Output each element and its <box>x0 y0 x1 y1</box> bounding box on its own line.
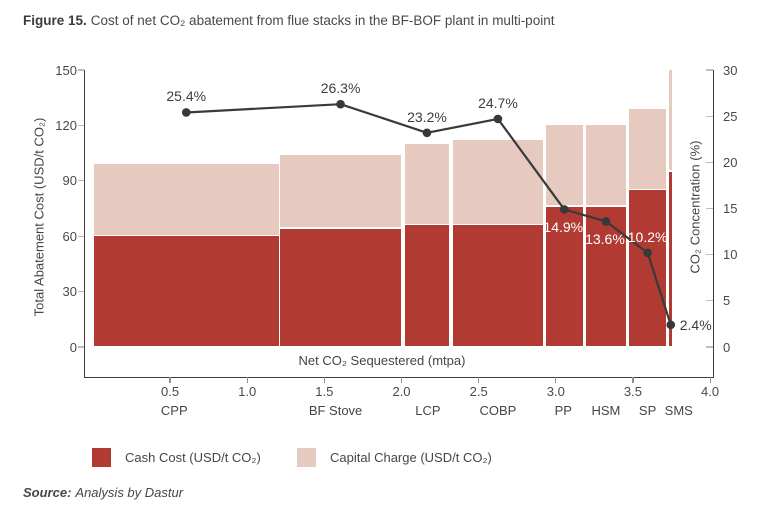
bar-sms-capital-charge <box>669 70 673 172</box>
x-tick-label: 3.5 <box>623 384 642 399</box>
x-category-label-pp: PP <box>554 403 572 418</box>
x-axis-title: Net CO₂ Sequestered (mtpa) <box>298 353 466 368</box>
legend-swatch-capital-charge <box>297 448 316 467</box>
x-category-label-bf-stove: BF Stove <box>308 403 363 418</box>
co2-label-sp: 10.2% <box>627 228 668 245</box>
x-tick <box>478 377 480 383</box>
y-right-tick-label: 5 <box>723 293 731 309</box>
x-tick-label: 1.5 <box>315 384 334 399</box>
y-axis-right-line <box>712 70 714 378</box>
bar-cobp-cash-cost <box>453 225 543 346</box>
x-category-label-sp: SP <box>638 403 657 418</box>
co2-label-sms: 2.4% <box>679 316 712 333</box>
x-tick <box>169 377 171 383</box>
figure-number: Figure 15. <box>23 13 87 28</box>
y-right-tick-label: 10 <box>723 247 738 263</box>
line-point-lcp <box>422 128 432 138</box>
x-tick <box>555 377 557 383</box>
y-left-tick-label: 120 <box>55 117 77 133</box>
co2-label-bf-stove: 26.3% <box>320 80 361 97</box>
y-axis-left-title: Total Abatement Cost (USD/t CO₂) <box>31 117 47 317</box>
x-category-label-sms: SMS <box>664 403 693 418</box>
legend-label-capital-charge: Capital Charge (USD/t CO₂) <box>330 450 492 465</box>
x-tick-label: 0.5 <box>161 384 180 399</box>
co2-label-cpp: 25.4% <box>166 88 207 105</box>
bar-cpp-cash-cost <box>93 236 279 346</box>
bar-sms-cash-cost <box>669 171 673 346</box>
x-tick <box>323 377 325 383</box>
y-right-tick <box>706 115 713 117</box>
bar-bf-stove-capital-charge <box>280 154 401 229</box>
y-left-tick-label: 0 <box>69 339 77 355</box>
x-category-label-cpp: CPP <box>160 403 188 418</box>
x-tick <box>400 377 403 383</box>
y-right-tick <box>706 207 713 210</box>
bar-bf-stove-cash-cost <box>280 228 401 346</box>
bar-lcp-cash-cost <box>405 225 449 346</box>
x-tick-label: 3.0 <box>546 384 565 399</box>
co2-label-pp: 14.9% <box>543 219 584 236</box>
source-text: Analysis by Dastur <box>75 485 184 500</box>
line-point-cobp <box>493 114 503 124</box>
x-tick <box>632 377 634 383</box>
co2-label-cobp: 24.7% <box>478 94 518 111</box>
x-category-label-cobp: COBP <box>479 403 517 418</box>
bar-pp-capital-charge <box>545 125 583 207</box>
x-category-label-lcp: LCP <box>415 403 441 418</box>
y-left-tick <box>77 346 84 348</box>
bar-hsm-capital-charge <box>585 125 627 207</box>
line-point-bf-stove <box>336 99 345 109</box>
y-axis-right-title: CO₂ Concentration (%) <box>687 140 703 274</box>
y-left-tick-label: 90 <box>62 173 77 189</box>
legend-swatch-cash-cost <box>92 448 111 467</box>
y-right-tick-label: 30 <box>723 62 738 78</box>
y-right-tick-label: 15 <box>723 201 738 216</box>
bar-hsm-cash-cost <box>585 206 627 346</box>
bar-sp-cash-cost <box>629 190 667 346</box>
y-right-tick <box>706 346 713 348</box>
source-note: Source: Analysis by Dastur <box>23 485 183 500</box>
y-right-tick <box>706 161 713 163</box>
y-right-tick-label: 25 <box>723 108 738 124</box>
x-axis-line <box>83 376 714 378</box>
x-tick-label: 1.0 <box>238 384 257 399</box>
y-left-tick <box>77 124 84 126</box>
figure-title: Figure 15. Cost of net CO₂ abatement from… <box>23 13 554 28</box>
y-left-tick <box>77 69 84 71</box>
x-category-label-hsm: HSM <box>591 403 621 418</box>
co2-label-hsm: 13.6% <box>585 231 625 248</box>
line-point-cpp <box>181 108 191 117</box>
y-left-tick <box>77 291 84 293</box>
bar-cpp-capital-charge <box>93 164 279 236</box>
y-axis-left-line <box>83 70 85 378</box>
x-tick <box>246 377 248 383</box>
legend-label-cash-cost: Cash Cost (USD/t CO₂) <box>125 450 261 465</box>
bar-sp-capital-charge <box>629 108 667 190</box>
x-tick <box>709 377 711 383</box>
y-left-tick-label: 30 <box>62 284 77 300</box>
y-left-tick-label: 150 <box>55 62 77 78</box>
y-left-tick-label: 60 <box>62 228 77 244</box>
x-tick-label: 2.5 <box>469 384 488 399</box>
y-right-tick <box>706 300 713 302</box>
x-tick-label: 2.0 <box>392 384 411 399</box>
co2-label-lcp: 23.2% <box>407 108 447 125</box>
y-left-tick <box>77 180 84 182</box>
y-right-tick <box>706 69 713 71</box>
figure-title-text: Cost of net CO₂ abatement from flue stac… <box>90 13 555 28</box>
y-left-tick <box>77 235 84 237</box>
y-right-tick-label: 20 <box>723 154 738 170</box>
y-right-tick-label: 0 <box>723 339 731 355</box>
x-tick-label: 4.0 <box>701 384 720 399</box>
bar-lcp-capital-charge <box>405 143 449 225</box>
bar-cobp-capital-charge <box>453 140 543 225</box>
source-prefix: Source: <box>23 485 72 500</box>
y-right-tick <box>706 254 713 256</box>
